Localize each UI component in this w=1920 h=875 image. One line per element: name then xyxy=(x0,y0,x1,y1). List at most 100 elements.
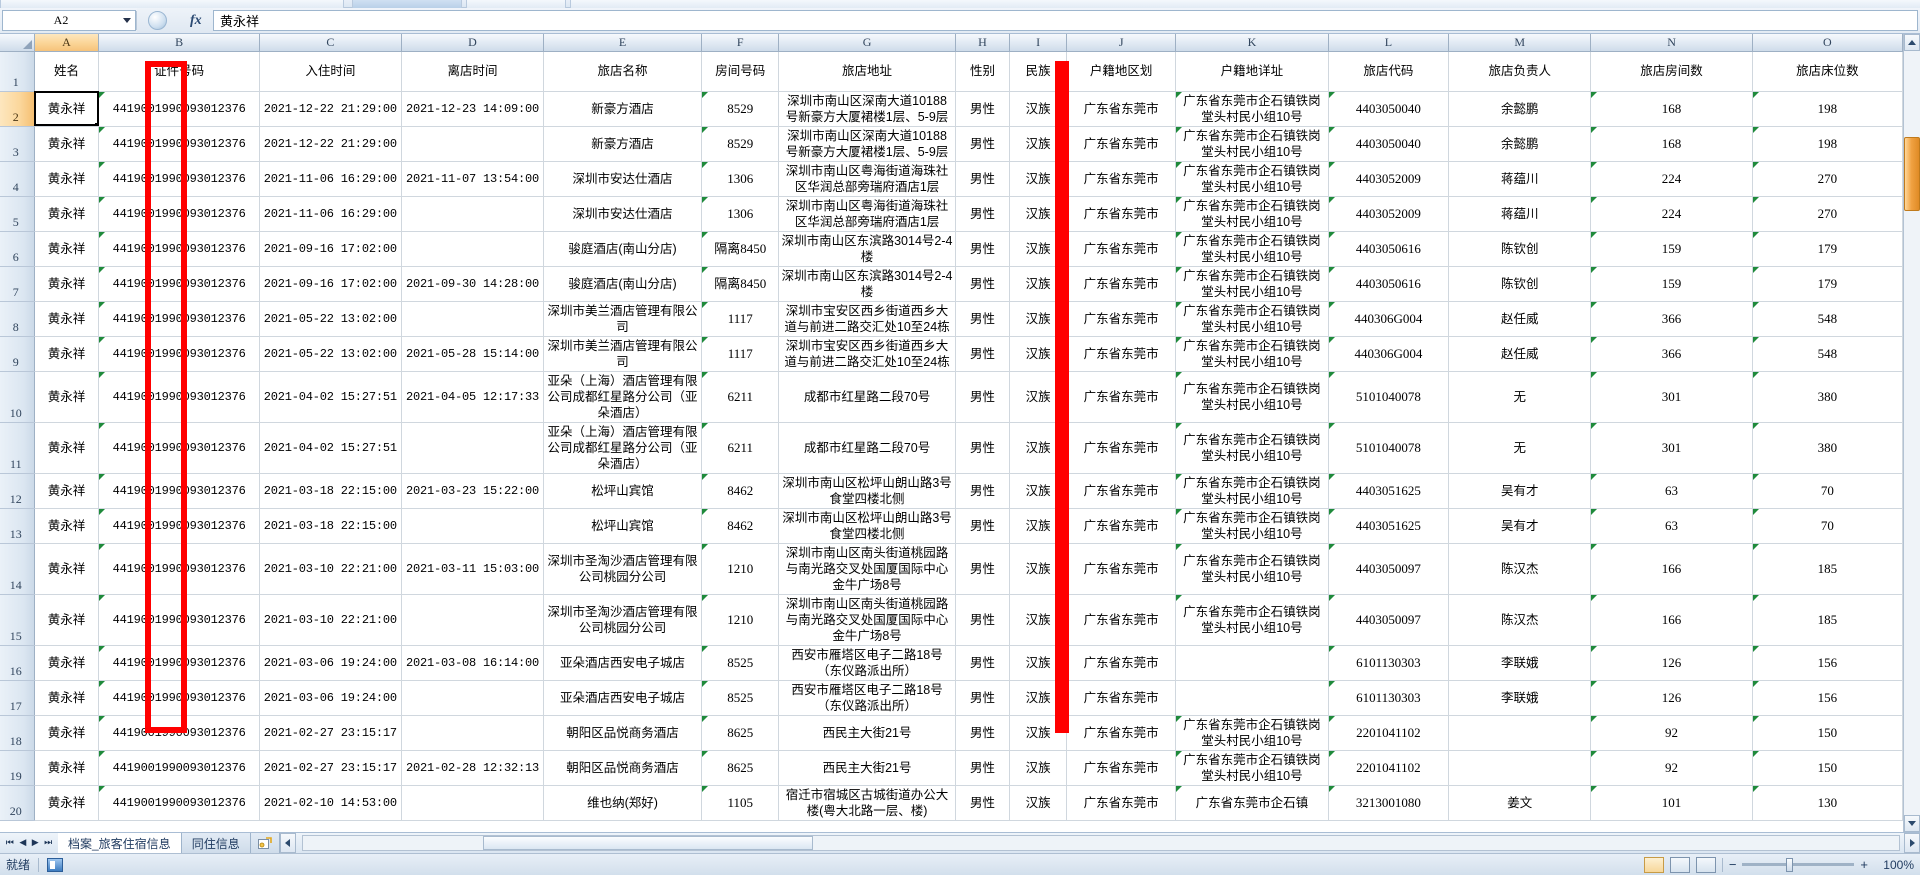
column-header-C[interactable]: C xyxy=(259,34,402,52)
zoom-slider[interactable] xyxy=(1742,857,1855,873)
cell-O6[interactable]: 179 xyxy=(1752,231,1903,267)
vertical-scrollbar[interactable] xyxy=(1903,34,1920,832)
table-row[interactable]: 5 黄永祥 4419001990093012376 2021-11-06 16:29:… xyxy=(0,196,1903,232)
cell-K15[interactable]: 广东省东莞市企石镇铁岗堂头村民小组10号 xyxy=(1175,594,1329,646)
cell-B18[interactable]: 4419001990093012376 xyxy=(98,715,260,751)
cell-D20[interactable] xyxy=(401,785,545,821)
cell-A2[interactable]: 黄永祥 xyxy=(34,91,100,127)
cell-E18[interactable]: 朝阳区品悦商务酒店 xyxy=(543,715,703,751)
cell-K9[interactable]: 广东省东莞市企石镇铁岗堂头村民小组10号 xyxy=(1175,336,1329,372)
cell-G6[interactable]: 深圳市南山区东滨路3014号2-4楼 xyxy=(778,231,956,267)
cell-M7[interactable]: 陈钦创 xyxy=(1448,266,1592,302)
cell-F16[interactable]: 8525 xyxy=(701,645,780,681)
table-row[interactable]: 14 黄永祥 4419001990093012376 2021-03-10 22:21… xyxy=(0,543,1903,595)
cell-F15[interactable]: 1210 xyxy=(701,594,780,646)
cell-H13[interactable]: 男性 xyxy=(955,508,1011,544)
cell-B9[interactable]: 4419001990093012376 xyxy=(98,336,260,372)
cell-L2[interactable]: 4403050040 xyxy=(1328,91,1450,127)
cell-E17[interactable]: 亚朵酒店西安电子城店 xyxy=(543,680,703,716)
cell-G2[interactable]: 深圳市南山区深南大道10188号新豪方大厦裙楼1层、5-9层 xyxy=(778,91,956,127)
cell-K2[interactable]: 广东省东莞市企石镇铁岗堂头村民小组10号 xyxy=(1175,91,1329,127)
cell-L14[interactable]: 4403050097 xyxy=(1328,543,1450,595)
cell-K20[interactable]: 广东省东莞市企石镇 xyxy=(1175,785,1329,821)
cell-E9[interactable]: 深圳市美兰酒店管理有限公司 xyxy=(543,336,703,372)
vertical-scroll-thumb[interactable] xyxy=(1904,137,1920,211)
cell-E2[interactable]: 新豪方酒店 xyxy=(543,91,703,127)
table-row[interactable]: 19 黄永祥 4419001990093012376 2021-02-27 23:15… xyxy=(0,750,1903,786)
cell-K8[interactable]: 广东省东莞市企石镇铁岗堂头村民小组10号 xyxy=(1175,301,1329,337)
cell-O7[interactable]: 179 xyxy=(1752,266,1903,302)
column-header-J[interactable]: J xyxy=(1066,34,1177,52)
cell-C18[interactable]: 2021-02-27 23:15:17 xyxy=(259,715,402,751)
cell-O4[interactable]: 270 xyxy=(1752,161,1903,197)
cell-M15[interactable]: 陈汉杰 xyxy=(1448,594,1592,646)
cell-I15[interactable]: 汉族 xyxy=(1009,594,1068,646)
table-row[interactable]: 6 黄永祥 4419001990093012376 2021-09-16 17:02:… xyxy=(0,231,1903,267)
cell-B3[interactable]: 4419001990093012376 xyxy=(98,126,260,162)
cell-K4[interactable]: 广东省东莞市企石镇铁岗堂头村民小组10号 xyxy=(1175,161,1329,197)
ribbon-tab-piece-1[interactable] xyxy=(0,0,344,8)
cell-D18[interactable] xyxy=(401,715,545,751)
row-header-2[interactable]: 2 xyxy=(0,91,35,127)
cell-A17[interactable]: 黄永祥 xyxy=(34,680,100,716)
cell-G20[interactable]: 宿迁市宿城区古城街道办公大楼(粤大北路一层、楼) xyxy=(778,785,956,821)
cell-I11[interactable]: 汉族 xyxy=(1009,422,1068,474)
cell-N5[interactable]: 224 xyxy=(1590,196,1753,232)
cell-O19[interactable]: 150 xyxy=(1752,750,1903,786)
scroll-up-button[interactable] xyxy=(1904,34,1920,51)
cell-L20[interactable]: 3213001080 xyxy=(1328,785,1450,821)
cell-B6[interactable]: 4419001990093012376 xyxy=(98,231,260,267)
cell-K18[interactable]: 广东省东莞市企石镇铁岗堂头村民小组10号 xyxy=(1175,715,1329,751)
cell-H11[interactable]: 男性 xyxy=(955,422,1011,474)
cell-A14[interactable]: 黄永祥 xyxy=(34,543,100,595)
cell-N2[interactable]: 168 xyxy=(1590,91,1753,127)
cell-N17[interactable]: 126 xyxy=(1590,680,1753,716)
cell-F10[interactable]: 6211 xyxy=(701,371,780,423)
cell-M9[interactable]: 赵任威 xyxy=(1448,336,1592,372)
column-header-A[interactable]: A xyxy=(34,34,100,52)
cell-E4[interactable]: 深圳市安达仕酒店 xyxy=(543,161,703,197)
cell-D13[interactable] xyxy=(401,508,545,544)
cell-J11[interactable]: 广东省东莞市 xyxy=(1066,422,1177,474)
column-header-H[interactable]: H xyxy=(955,34,1011,52)
cell-D8[interactable] xyxy=(401,301,545,337)
cell-H10[interactable]: 男性 xyxy=(955,371,1011,423)
cell-L12[interactable]: 4403051625 xyxy=(1328,473,1450,509)
cell-A12[interactable]: 黄永祥 xyxy=(34,473,100,509)
cell-G19[interactable]: 西民主大街21号 xyxy=(778,750,956,786)
cell-M3[interactable]: 余懿鹏 xyxy=(1448,126,1592,162)
table-row[interactable]: 18 黄永祥 4419001990093012376 2021-02-27 23:15… xyxy=(0,715,1903,751)
cell-A16[interactable]: 黄永祥 xyxy=(34,645,100,681)
cell-G14[interactable]: 深圳市南山区南头街道桃园路与南光路交叉处国厦国际中心金牛广场8号 xyxy=(778,543,956,595)
row-header-12[interactable]: 12 xyxy=(0,473,35,509)
cell-N8[interactable]: 366 xyxy=(1590,301,1753,337)
cell-M11[interactable]: 无 xyxy=(1448,422,1592,474)
cell-H14[interactable]: 男性 xyxy=(955,543,1011,595)
cell-D16[interactable]: 2021-03-08 16:14:00 xyxy=(401,645,545,681)
cell-L4[interactable]: 4403052009 xyxy=(1328,161,1450,197)
cell-J10[interactable]: 广东省东莞市 xyxy=(1066,371,1177,423)
cell-J12[interactable]: 广东省东莞市 xyxy=(1066,473,1177,509)
cell-C3[interactable]: 2021-12-22 21:29:00 xyxy=(259,126,402,162)
cell-B19[interactable]: 4419001990093012376 xyxy=(98,750,260,786)
cell-B20[interactable]: 4419001990093012376 xyxy=(98,785,260,821)
cell-H20[interactable]: 男性 xyxy=(955,785,1011,821)
cell-G4[interactable]: 深圳市南山区粤海街道海珠社区华润总部旁瑞府酒店1层 xyxy=(778,161,956,197)
table-row[interactable]: 17 黄永祥 4419001990093012376 2021-03-06 19:24… xyxy=(0,680,1903,716)
cell-M17[interactable]: 李联娥 xyxy=(1448,680,1592,716)
sheet-tab-2[interactable]: 同住信息 xyxy=(181,833,251,853)
cell-C19[interactable]: 2021-02-27 23:15:17 xyxy=(259,750,402,786)
cell-I8[interactable]: 汉族 xyxy=(1009,301,1068,337)
cell-G8[interactable]: 深圳市宝安区西乡街道西乡大道与前进二路交汇处10至24栋 xyxy=(778,301,956,337)
cell-A7[interactable]: 黄永祥 xyxy=(34,266,100,302)
cell-H5[interactable]: 男性 xyxy=(955,196,1011,232)
cell-L10[interactable]: 5101040078 xyxy=(1328,371,1450,423)
cell-C7[interactable]: 2021-09-16 17:02:00 xyxy=(259,266,402,302)
cell-N3[interactable]: 168 xyxy=(1590,126,1753,162)
cell-D3[interactable] xyxy=(401,126,545,162)
cell-F20[interactable]: 1105 xyxy=(701,785,780,821)
cell-N13[interactable]: 63 xyxy=(1590,508,1753,544)
cell-E14[interactable]: 深圳市圣淘沙酒店管理有限公司桃园分公司 xyxy=(543,543,703,595)
cell-O13[interactable]: 70 xyxy=(1752,508,1903,544)
cell-I13[interactable]: 汉族 xyxy=(1009,508,1068,544)
